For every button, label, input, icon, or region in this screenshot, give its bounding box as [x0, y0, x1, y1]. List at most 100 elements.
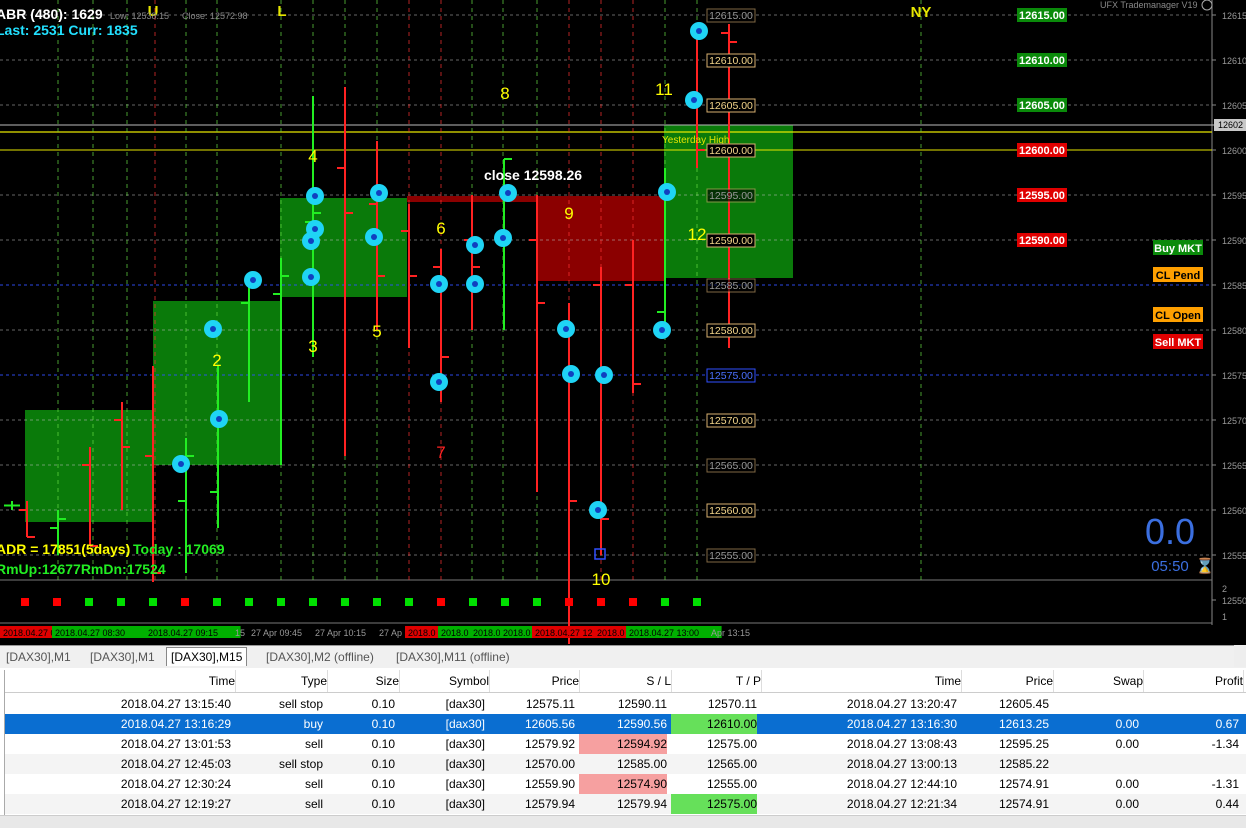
price-axis-label: 12565 [1222, 461, 1246, 471]
cell-price: 12579.92 [524, 737, 575, 751]
time-axis-label: 2018.0 [408, 628, 436, 638]
tab-dax30-m15[interactable]: [DAX30],M15 [166, 647, 248, 666]
table-row[interactable]: 2018.04.27 12:19:27 sell 0.10 [dax30] 12579.… [5, 794, 1246, 814]
col-symbol[interactable]: Symbol [399, 670, 490, 692]
col-tp[interactable]: T / P [671, 670, 762, 692]
table-row[interactable]: 2018.04.27 13:01:53 sell 0.10 [dax30] 12579.… [5, 734, 1246, 754]
col-profit[interactable]: Profit [1143, 670, 1244, 692]
cell-time2: 2018.04.27 13:00:13 [846, 757, 957, 771]
signal-square [501, 598, 509, 606]
trade-marker-center [659, 327, 665, 333]
col-type[interactable]: Type [235, 670, 328, 692]
current-price-box [1214, 119, 1246, 131]
cell-swap [1053, 754, 1139, 774]
buy-mkt-button-label[interactable]: Buy MKT [1154, 243, 1202, 255]
bar-timer: 05:50 [1151, 558, 1189, 575]
signal-square [181, 598, 189, 606]
price-axis-label: 12590 [1222, 236, 1246, 246]
level-box [706, 503, 756, 518]
price-label-box [1017, 8, 1067, 22]
abr-text: ABR (480): 1629 [0, 6, 103, 22]
time-label-box [145, 626, 241, 638]
wave-label: 6 [436, 219, 445, 238]
trade-marker-center [216, 416, 222, 422]
level-box-label: 12570.00 [709, 415, 753, 427]
trade-marker-center [312, 193, 318, 199]
tab-dax30-m1[interactable]: [DAX30],M1 [6, 650, 71, 664]
cl-open-button-label[interactable]: CL Open [1155, 310, 1201, 322]
cell-price2: 12574.91 [998, 797, 1049, 811]
level-box [706, 278, 756, 293]
session-label-l: L [277, 3, 286, 20]
cell-price: 12559.90 [524, 777, 575, 791]
col-time[interactable]: Time [35, 670, 236, 692]
cell-price2: 12595.25 [998, 737, 1049, 751]
trade-marker-center [308, 238, 314, 244]
time-axis-label: 2018.0 [441, 628, 469, 638]
time-axis-label: 2018.0 [473, 628, 501, 638]
signal-square [693, 598, 701, 606]
cell-time: 2018.04.27 13:15:40 [120, 697, 231, 711]
price-chart[interactable]: 2 3 4 5 6 7 8 9 10 11 12 U L NY ABR (480): 1629 Last: 2… [0, 0, 1246, 644]
sell-mkt-button[interactable] [1153, 334, 1203, 349]
cell-time: 2018.04.27 13:01:53 [120, 737, 231, 751]
tab-dax30-m2-offline[interactable]: [DAX30],M2 (offline) [266, 650, 374, 664]
table-row[interactable]: 2018.04.27 12:30:24 sell 0.10 [dax30] 12559.… [5, 774, 1246, 794]
pending-order-marker [594, 548, 606, 560]
level-box-label: 12580.00 [709, 325, 753, 337]
cell-profit: 0.67 [1215, 717, 1239, 731]
last-curr-text: Last: 2531 Curr: 1835 [0, 22, 138, 38]
cell-tp: 12575.00 [671, 794, 757, 814]
price-label-text: 12600.00 [1019, 145, 1065, 157]
col-close-time[interactable]: Time [761, 670, 962, 692]
cell-type: sell stop [278, 757, 323, 771]
col-size[interactable]: Size [327, 670, 400, 692]
cl-open-button[interactable] [1153, 307, 1203, 322]
table-row[interactable]: 2018.04.27 13:15:40 sell stop 0.10 [dax30] 1… [5, 694, 1246, 714]
level-box-label: 12590.00 [709, 235, 753, 247]
signal-square [245, 598, 253, 606]
tab-dax30-m1-second[interactable]: [DAX30],M1 [90, 650, 155, 664]
time-axis-label: 27 Ap [379, 628, 402, 638]
cell-time2: 2018.04.27 12:21:34 [846, 797, 957, 811]
level-box [706, 458, 756, 473]
sell-mkt-button-label[interactable]: Sell MKT [1155, 337, 1202, 349]
time-label-box [52, 626, 148, 638]
tab-dax30-m11-offline[interactable]: [DAX30],M11 (offline) [396, 650, 510, 664]
chart-tab-bar: [DAX30],M1 [DAX30],M1 [DAX30],M15 [DAX30… [0, 645, 1246, 669]
cell-price2: 12613.25 [998, 717, 1049, 731]
level-box-label: 12605.00 [709, 100, 753, 112]
cell-type: sell [304, 777, 323, 791]
price-axis-label: 12595 [1222, 191, 1246, 201]
signal-square [629, 598, 637, 606]
horizontal-scrollbar[interactable] [0, 815, 1246, 828]
level-box [706, 323, 756, 338]
cell-sl: 12574.90 [579, 774, 667, 794]
table-row[interactable]: 2018.04.27 12:45:03 sell stop 0.10 [dax30] 1… [5, 754, 1246, 774]
table-row[interactable]: 2018.04.27 13:16:29 buy 0.10 [dax30] 12605.5… [5, 714, 1246, 734]
cl-pend-button-label[interactable]: CL Pend [1156, 270, 1200, 282]
level-box [706, 413, 756, 428]
time-axis-label: 2018.04.27 09:15 [148, 628, 218, 638]
col-sl[interactable]: S / L [579, 670, 672, 692]
trade-marker-center [436, 379, 442, 385]
col-close-price[interactable]: Price [961, 670, 1054, 692]
cell-tp: 12610.00 [671, 714, 757, 734]
time-axis-label: 15 [235, 628, 245, 638]
trade-marker-center [371, 234, 377, 240]
time-axis-label: 27 Apr 10:15 [315, 628, 366, 638]
signal-square [117, 598, 125, 606]
cell-swap: 0.00 [1115, 797, 1139, 811]
col-price[interactable]: Price [489, 670, 580, 692]
col-swap[interactable]: Swap [1053, 670, 1144, 692]
price-label-text: 12605.00 [1019, 100, 1065, 112]
signal-square [277, 598, 285, 606]
signal-square [405, 598, 413, 606]
wave-label: 4 [308, 147, 317, 166]
current-price-label: 12602 [1218, 120, 1243, 130]
buy-mkt-button[interactable] [1153, 240, 1203, 255]
tab-scroll-arrow[interactable] [1234, 645, 1246, 667]
time-axis-label: 2018.0 [597, 628, 625, 638]
cl-pend-button[interactable] [1153, 267, 1203, 282]
